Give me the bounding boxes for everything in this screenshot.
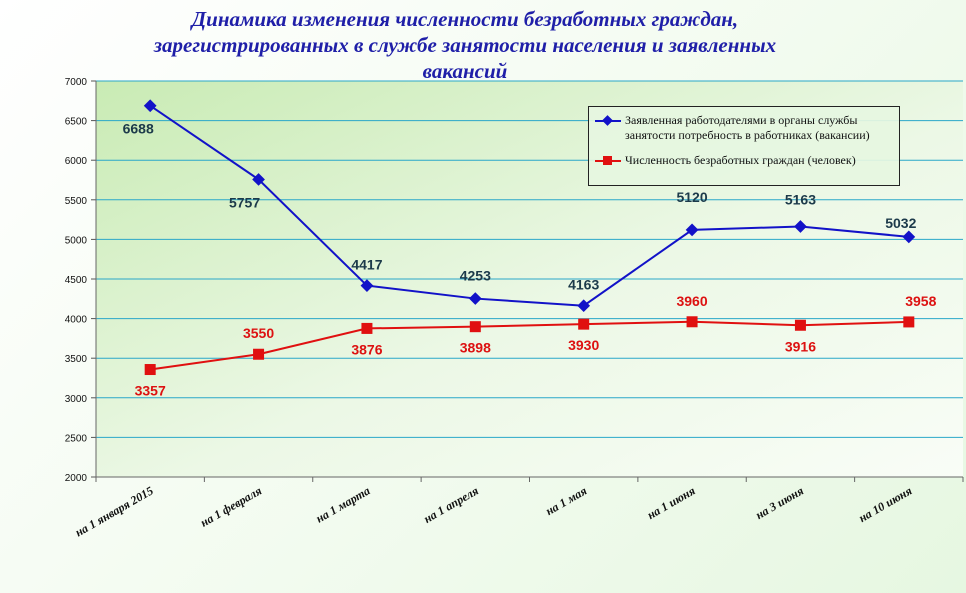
- legend-marker-unemployed: [595, 153, 621, 167]
- x-tick-label: на 1 января 2015: [73, 483, 156, 539]
- data-label: 4417: [351, 257, 382, 273]
- data-point-marker: [578, 318, 590, 330]
- x-tick-label: на 1 февраля: [198, 483, 264, 529]
- data-label: 4163: [568, 277, 599, 293]
- data-label: 3958: [905, 293, 936, 309]
- x-tick-label: на 1 мая: [543, 483, 589, 518]
- y-tick-label: 7000: [65, 77, 88, 88]
- y-tick-label: 2500: [65, 433, 88, 444]
- data-label: 3876: [351, 341, 382, 357]
- x-tick-label: на 3 июня: [753, 483, 806, 522]
- data-label: 3550: [243, 325, 274, 341]
- y-tick-label: 6000: [65, 156, 88, 167]
- legend-label-vacancies: Заявленная работодателями в органы служб…: [625, 113, 870, 142]
- data-label: 5163: [785, 191, 816, 207]
- legend-marker-vacancies: [595, 113, 621, 127]
- data-point-marker: [361, 322, 373, 334]
- x-tick-label: на 1 июня: [645, 483, 698, 522]
- x-tick-label: на 1 апреля: [421, 483, 481, 525]
- series-line-1: [150, 320, 909, 371]
- data-point-marker: [469, 321, 481, 333]
- chart-title-line-2: зарегистрированных в службе занятости на…: [153, 33, 777, 57]
- chart-title-line-1: Динамика изменения численности безработн…: [191, 7, 739, 31]
- chart-legend: Заявленная работодателями в органы служб…: [588, 106, 900, 186]
- legend-item-unemployed: Численность безработных граждан (человек…: [595, 153, 893, 168]
- data-point-marker: [143, 99, 157, 113]
- data-point-marker: [360, 279, 374, 292]
- data-label: 5120: [676, 189, 707, 205]
- legend-item-vacancies: Заявленная работодателями в органы служб…: [595, 113, 893, 143]
- data-label: 3930: [568, 337, 599, 353]
- data-point-marker: [253, 348, 265, 360]
- data-label: 3357: [135, 383, 166, 399]
- data-label: 3898: [460, 340, 491, 356]
- data-point-marker: [794, 319, 806, 331]
- y-tick-label: 4000: [65, 315, 88, 326]
- y-tick-label: 3500: [65, 354, 88, 365]
- series-line-0: [149, 104, 909, 307]
- data-point-marker: [468, 292, 482, 305]
- data-label: 5032: [885, 215, 916, 231]
- x-tick-label: на 1 марта: [313, 483, 372, 525]
- x-tick-label: на 10 июня: [856, 483, 914, 525]
- y-tick-label: 2000: [65, 473, 88, 484]
- chart-title: Динамика изменения численности безработн…: [80, 6, 850, 84]
- data-point-marker: [144, 364, 156, 376]
- y-tick-label: 3000: [65, 394, 88, 405]
- y-tick-label: 4500: [65, 275, 88, 286]
- data-label: 3960: [676, 293, 707, 309]
- data-point-marker: [686, 316, 698, 328]
- data-label: 3916: [785, 338, 816, 354]
- legend-label-unemployed: Численность безработных граждан (человек…: [625, 153, 856, 167]
- y-tick-label: 5000: [65, 235, 88, 246]
- data-label: 4253: [460, 268, 491, 284]
- data-point-marker: [903, 316, 915, 328]
- data-label: 5757: [229, 194, 260, 210]
- data-label: 6688: [123, 121, 154, 137]
- chart-title-line-3: вакансий: [422, 59, 508, 83]
- y-tick-label: 6500: [65, 117, 88, 128]
- data-point-marker: [252, 173, 265, 186]
- y-tick-label: 5500: [65, 196, 88, 207]
